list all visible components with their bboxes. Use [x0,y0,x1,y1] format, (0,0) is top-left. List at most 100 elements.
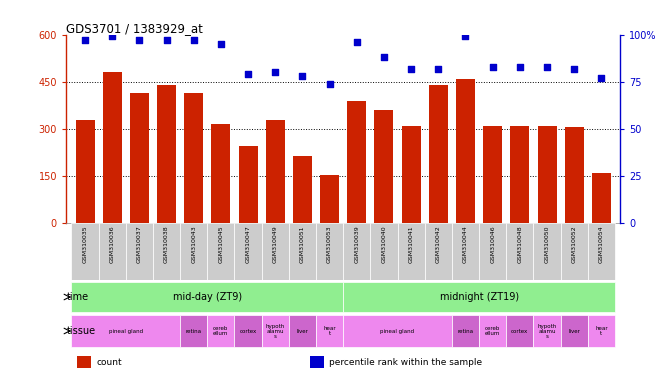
Text: GSM310047: GSM310047 [246,225,251,263]
Bar [537,126,556,223]
Text: liver: liver [296,328,308,333]
Point [216,41,226,47]
Text: GSM310040: GSM310040 [381,225,387,263]
Bar [343,315,452,347]
Point [487,64,498,70]
Bar [289,315,316,347]
Text: cortex: cortex [512,328,529,333]
Bar [402,126,420,223]
Bar [370,223,397,280]
Text: cereb
ellum: cereb ellum [213,326,228,336]
Text: GSM310038: GSM310038 [164,225,169,263]
Text: count: count [96,358,122,367]
Bar [510,126,529,223]
Bar [103,72,121,223]
Text: GDS3701 / 1383929_at: GDS3701 / 1383929_at [66,22,203,35]
Text: hypoth
alamu
s: hypoth alamu s [265,323,285,339]
Text: GSM310037: GSM310037 [137,225,142,263]
Bar [234,315,261,347]
Text: pineal gland: pineal gland [109,328,143,333]
Point [515,64,525,70]
Bar [126,223,153,280]
Bar [452,223,479,280]
Text: cortex: cortex [240,328,257,333]
Text: GSM310048: GSM310048 [517,225,522,263]
Bar [261,223,289,280]
Bar [483,126,502,223]
Point [460,33,471,40]
Text: retina: retina [185,328,202,333]
Bar [588,223,615,280]
Bar [261,315,289,347]
Bar [456,79,475,223]
Bar [71,223,98,280]
Text: GSM310044: GSM310044 [463,225,468,263]
Bar [293,156,312,223]
Bar [533,315,560,347]
Bar [310,356,324,368]
Text: GSM310039: GSM310039 [354,225,359,263]
Bar [588,315,615,347]
Point [270,69,280,75]
Bar [98,223,126,280]
Bar [343,223,370,280]
Bar [157,85,176,223]
Bar [452,315,479,347]
Text: GSM310051: GSM310051 [300,225,305,263]
Point [433,66,444,72]
Point [352,39,362,45]
Text: GSM310043: GSM310043 [191,225,196,263]
Bar [180,223,207,280]
Point [596,75,607,81]
Bar [180,315,207,347]
Bar [316,223,343,280]
Text: GSM310042: GSM310042 [436,225,441,263]
Text: retina: retina [457,328,474,333]
Bar [211,124,230,223]
Bar [234,223,261,280]
Text: pineal gland: pineal gland [381,328,414,333]
Text: GSM310054: GSM310054 [599,225,604,263]
Bar [238,146,257,223]
Bar [75,119,94,223]
Text: time: time [67,292,88,302]
Bar [506,315,533,347]
Text: GSM310050: GSM310050 [544,225,550,263]
Point [80,37,90,43]
Text: hypoth
alamu
s: hypoth alamu s [537,323,556,339]
Bar [71,315,180,347]
Bar [316,315,343,347]
Bar [347,101,366,223]
Point [107,33,117,40]
Bar [506,223,533,280]
Text: liver: liver [568,328,580,333]
Bar [320,175,339,223]
Bar [425,223,452,280]
Bar [565,127,583,223]
Bar [207,315,234,347]
Bar [479,223,506,280]
Bar [592,173,611,223]
Bar [153,223,180,280]
Text: midnight (ZT19): midnight (ZT19) [440,292,519,302]
Bar [479,315,506,347]
Point [189,37,199,43]
Text: GSM310046: GSM310046 [490,225,495,263]
Text: tissue: tissue [67,326,96,336]
Text: hear
t: hear t [595,326,608,336]
Point [134,37,145,43]
Text: mid-day (ZT9): mid-day (ZT9) [173,292,242,302]
Bar [130,93,149,223]
Bar [343,282,615,312]
Point [379,54,389,60]
Point [324,81,335,87]
Text: GSM310041: GSM310041 [409,225,414,263]
Bar [71,282,343,312]
Bar [533,223,560,280]
Bar [289,223,316,280]
Text: GSM310052: GSM310052 [572,225,577,263]
Text: hear
t: hear t [323,326,336,336]
Point [569,66,579,72]
Bar [184,93,203,223]
Point [542,64,552,70]
